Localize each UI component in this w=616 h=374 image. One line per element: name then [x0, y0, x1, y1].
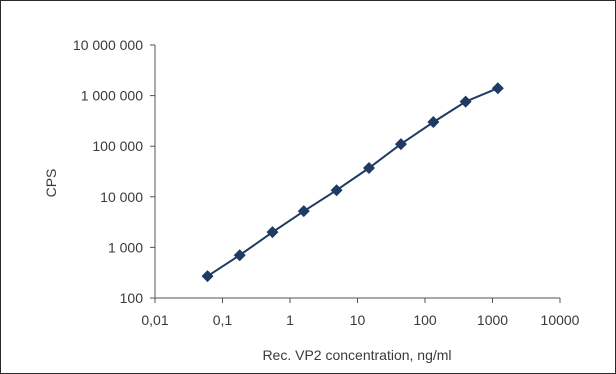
y-tick-label: 100 — [120, 290, 144, 306]
data-point — [427, 116, 440, 129]
y-tick-label: 10 000 — [100, 189, 143, 205]
x-tick-label: 1000 — [477, 312, 508, 328]
plot-area — [201, 82, 504, 283]
data-point — [201, 270, 214, 283]
y-tick-label: 1 000 000 — [81, 88, 143, 104]
x-axis-title: Rec. VP2 concentration, ng/ml — [262, 347, 451, 363]
ticks: 100 1 000 10 000 100 000 1 000 000 10 000 000… — [73, 37, 580, 328]
y-tick-label: 100 000 — [92, 138, 143, 154]
data-point — [266, 226, 279, 239]
axes — [154, 45, 560, 299]
y-axis-title: CPS — [43, 169, 59, 198]
data-point — [491, 82, 504, 95]
x-tick-label: 0,1 — [213, 312, 233, 328]
x-tick-label: 10000 — [541, 312, 580, 328]
y-tick-label: 1 000 — [108, 239, 143, 255]
series-line — [206, 87, 499, 278]
x-tick-label: 10 — [350, 312, 366, 328]
data-point — [362, 162, 375, 175]
x-tick-label: 0,01 — [141, 312, 168, 328]
x-tick-label: 100 — [413, 312, 437, 328]
x-tick-label: 1 — [286, 312, 294, 328]
data-point — [330, 184, 343, 197]
data-point — [459, 95, 472, 108]
data-point — [297, 205, 310, 218]
y-tick-label: 10 000 000 — [73, 37, 143, 53]
data-point — [394, 138, 407, 151]
data-point — [233, 249, 246, 262]
